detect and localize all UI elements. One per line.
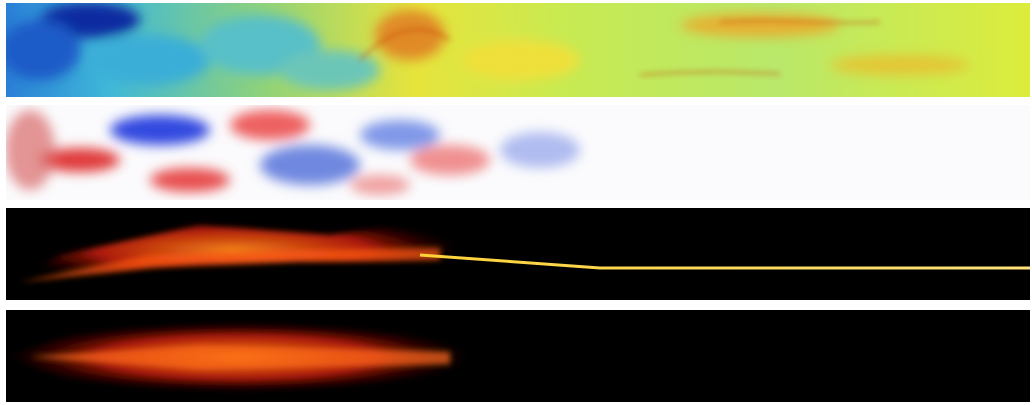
simulation-figure bbox=[0, 0, 1032, 405]
flame-panel-side bbox=[6, 208, 1030, 300]
velocity-panel bbox=[0, 2, 1030, 97]
vorticity-panel bbox=[5, 105, 1030, 200]
flame-panel-top bbox=[6, 310, 1030, 402]
